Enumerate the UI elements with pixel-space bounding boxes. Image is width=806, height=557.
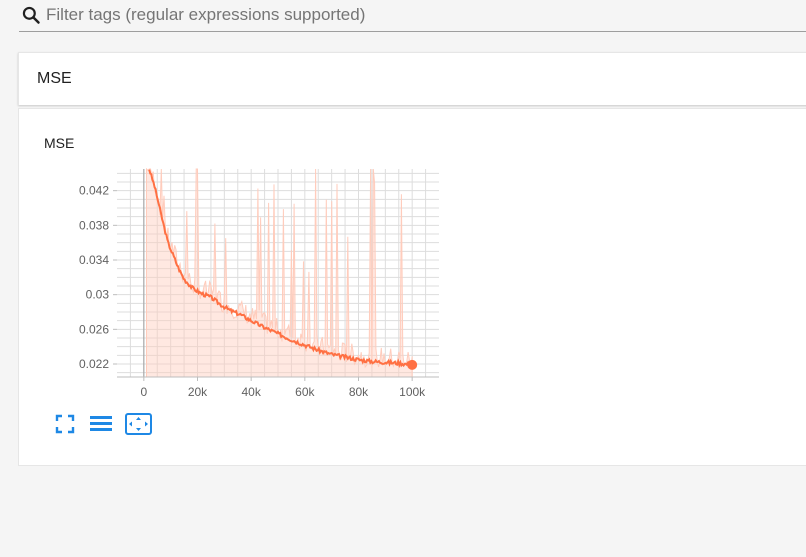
- chart-title: MSE: [44, 135, 75, 151]
- toggle-log-scale-icon[interactable]: [90, 413, 112, 435]
- x-tick-label: 20k: [188, 385, 208, 399]
- x-tick-label: 0: [140, 385, 147, 399]
- x-tick-label: 60k: [295, 385, 315, 399]
- line-chart[interactable]: 0.022 0.026 0.03 0.034 0.038 0.042 0 20k 40k 60k 8…: [19, 159, 459, 409]
- x-tick-label: 100k: [399, 385, 426, 399]
- chart-card: MSE 0.022 0.026 0.03 0.034 0.038 0.042 0 20k 40k…: [18, 108, 806, 466]
- fit-domain-icon[interactable]: [54, 413, 76, 435]
- filter-tags-input[interactable]: [46, 2, 786, 28]
- search-icon: [22, 6, 40, 24]
- series-line: [148, 169, 413, 369]
- series-end-point: [407, 359, 418, 370]
- expand-icon[interactable]: [125, 413, 152, 435]
- x-tick-label: 40k: [241, 385, 261, 399]
- y-tick-label: 0.03: [86, 288, 110, 302]
- y-tick-label: 0.022: [79, 357, 109, 371]
- category-header[interactable]: MSE: [18, 52, 806, 105]
- category-pane: MSE MSE 0.022 0.026 0.03 0.034 0.038 0.042 0 20…: [18, 52, 806, 467]
- y-tick-label: 0.038: [79, 218, 109, 232]
- category-title: MSE: [37, 70, 72, 87]
- filter-bar: [19, 0, 806, 32]
- y-tick-label: 0.042: [79, 184, 109, 198]
- y-tick-label: 0.026: [79, 322, 109, 336]
- x-tick-label: 80k: [349, 385, 369, 399]
- y-tick-label: 0.034: [79, 253, 109, 267]
